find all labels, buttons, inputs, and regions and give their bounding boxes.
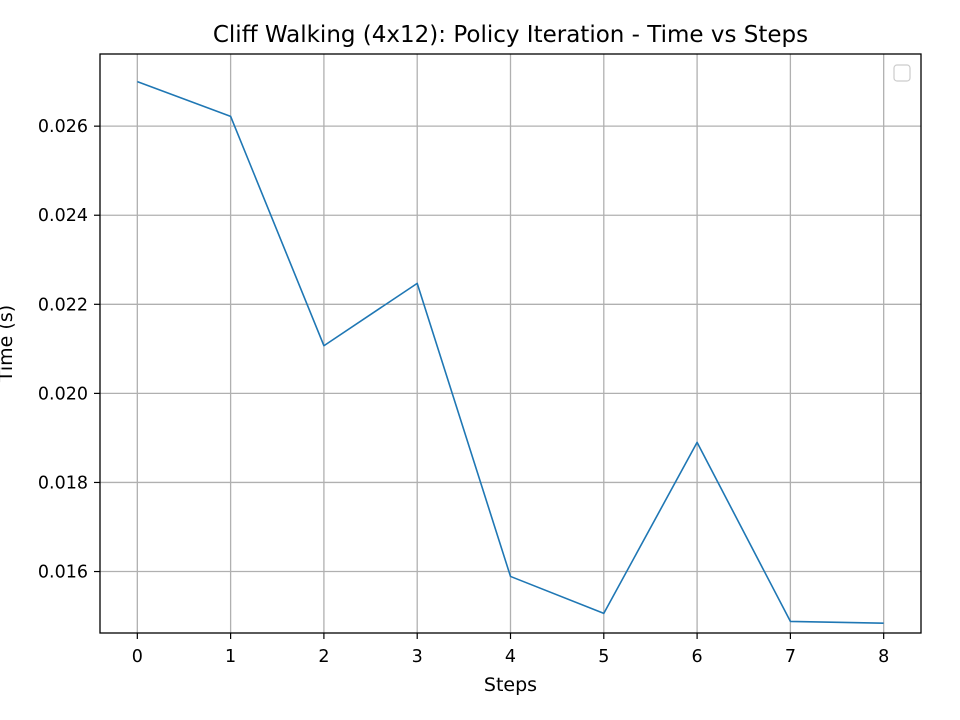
x-axis-label: Steps (484, 674, 537, 696)
ticks: 0 1 2 3 4 5 6 7 8 0.016 0.018 0.020 0.022 0.024 0.026 (38, 117, 889, 667)
y-tick-label: 0.018 (38, 473, 88, 493)
y-tick-label: 0.022 (38, 295, 88, 315)
x-tick-label: 4 (505, 647, 516, 667)
x-tick-label: 7 (785, 647, 796, 667)
x-tick-label: 5 (598, 647, 609, 667)
y-tick-label: 0.026 (38, 117, 88, 137)
grid (100, 54, 921, 633)
series-line (137, 80, 884, 624)
y-tick-label: 0.016 (38, 563, 88, 583)
x-tick-label: 6 (692, 647, 703, 667)
y-axis-label: Time (s) (0, 305, 17, 383)
x-tick-label: 8 (878, 647, 889, 667)
x-tick-label: 1 (225, 647, 236, 667)
x-tick-label: 2 (318, 647, 329, 667)
y-tick-label: 0.020 (38, 384, 88, 404)
chart-title: Cliff Walking (4x12): Policy Iteration -… (213, 22, 808, 48)
series-layer (137, 80, 884, 624)
x-tick-label: 3 (412, 647, 423, 667)
y-tick-label: 0.024 (38, 206, 88, 226)
legend-box (893, 64, 911, 82)
x-tick-label: 0 (132, 647, 143, 667)
